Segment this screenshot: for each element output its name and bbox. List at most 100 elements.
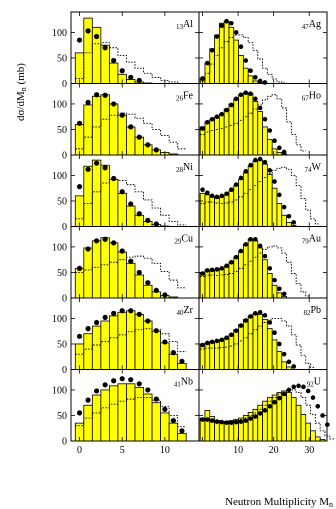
element-symbol: Nb bbox=[181, 377, 193, 388]
data-point bbox=[214, 419, 220, 424]
histogram-bar bbox=[126, 262, 136, 299]
data-point bbox=[248, 416, 253, 421]
element-label: 26Fe bbox=[176, 91, 194, 103]
element-label: 92U bbox=[307, 377, 322, 389]
histogram-bar bbox=[257, 111, 263, 156]
histogram-bar bbox=[238, 324, 244, 370]
histogram-bar bbox=[109, 315, 119, 370]
element-label: 41Nb bbox=[174, 377, 193, 389]
data-point bbox=[253, 96, 258, 102]
histogram-bar bbox=[276, 351, 283, 370]
data-point bbox=[102, 165, 108, 171]
histogram-bar bbox=[126, 205, 136, 227]
histogram-bar bbox=[276, 292, 283, 299]
element-label: 40Zr bbox=[177, 305, 194, 317]
histogram-bar bbox=[117, 311, 127, 370]
histogram-bar bbox=[252, 160, 259, 227]
data-point bbox=[128, 377, 134, 383]
histogram bbox=[199, 390, 326, 442]
data-point bbox=[248, 162, 253, 168]
data-point bbox=[119, 308, 125, 314]
data-point bbox=[229, 259, 234, 265]
data-point bbox=[145, 217, 151, 223]
panel-fe: 0 50 100 26Fe bbox=[52, 83, 200, 162]
panel-cu: 0 50 100 29Cu bbox=[52, 226, 200, 305]
histogram-bar bbox=[233, 329, 239, 370]
data-point bbox=[209, 418, 215, 423]
histogram-bar bbox=[117, 251, 127, 299]
mass-number: 74 bbox=[305, 166, 313, 174]
data-point bbox=[219, 193, 225, 199]
data-point bbox=[272, 138, 277, 143]
data-point bbox=[233, 30, 239, 35]
histogram-bar bbox=[271, 284, 278, 299]
histogram-bar bbox=[262, 126, 268, 156]
data-point bbox=[205, 60, 210, 66]
histogram-bar bbox=[83, 17, 93, 84]
histogram-bar bbox=[151, 402, 162, 442]
data-point bbox=[272, 277, 277, 283]
data-point bbox=[267, 403, 273, 409]
data-point bbox=[224, 263, 229, 269]
element-symbol: Zr bbox=[184, 305, 194, 316]
data-point bbox=[262, 116, 268, 122]
data-point bbox=[281, 351, 287, 357]
data-point bbox=[257, 105, 263, 111]
histogram-bar bbox=[204, 121, 211, 156]
data-point bbox=[233, 96, 239, 102]
dotted-curve bbox=[75, 112, 187, 150]
histogram-bar bbox=[100, 164, 110, 227]
data-point bbox=[277, 286, 282, 292]
histogram-bar bbox=[109, 242, 119, 299]
element-symbol: Fe bbox=[183, 91, 194, 102]
xlabel-sub: n bbox=[329, 500, 333, 509]
element-symbol: U bbox=[314, 377, 322, 388]
data-point bbox=[94, 33, 100, 40]
histogram-bar bbox=[100, 389, 110, 442]
data-points bbox=[200, 383, 330, 427]
ytick-label: 100 bbox=[52, 28, 67, 39]
ylabel-unit: (mb) bbox=[15, 63, 27, 87]
data-point bbox=[243, 418, 249, 423]
data-point bbox=[76, 410, 83, 416]
data-point bbox=[153, 147, 159, 153]
element-symbol: Cu bbox=[181, 234, 193, 245]
data-point bbox=[200, 417, 205, 422]
data-point bbox=[296, 383, 301, 389]
data-point bbox=[205, 120, 210, 125]
ytick-label: 0 bbox=[62, 151, 67, 162]
data-point bbox=[76, 333, 83, 339]
data-point bbox=[291, 220, 297, 225]
mass-number: 79 bbox=[302, 238, 310, 246]
ytick-label: 50 bbox=[57, 125, 67, 136]
mass-number: 67 bbox=[302, 95, 310, 103]
data-point bbox=[286, 387, 292, 393]
histogram-bar bbox=[91, 240, 102, 299]
panel-w: 74W bbox=[198, 154, 328, 227]
histogram-bar bbox=[126, 310, 136, 370]
data-point bbox=[111, 101, 117, 107]
histogram-bar bbox=[109, 62, 119, 84]
data-point bbox=[219, 23, 225, 29]
histogram-bar bbox=[214, 34, 220, 84]
histogram-bar bbox=[109, 103, 119, 156]
data-point bbox=[301, 384, 306, 390]
panel-al: 0 50 100 13Al bbox=[52, 11, 200, 90]
element-symbol: W bbox=[312, 162, 322, 173]
data-point bbox=[238, 323, 244, 328]
histogram-bar bbox=[242, 67, 249, 84]
mass-number: 47 bbox=[302, 23, 310, 31]
mass-number: 82 bbox=[303, 309, 311, 317]
histogram-bar bbox=[74, 52, 85, 84]
ytick-label: 50 bbox=[57, 53, 67, 64]
data-point bbox=[214, 267, 220, 272]
histogram-bar bbox=[214, 269, 220, 299]
data-point bbox=[243, 169, 249, 174]
element-label: 13Al bbox=[176, 19, 193, 31]
histogram-bar bbox=[271, 148, 278, 156]
element-label: 29Cu bbox=[174, 234, 193, 246]
data-point bbox=[320, 413, 325, 418]
data-point bbox=[128, 258, 134, 264]
element-label: 28Ni bbox=[176, 162, 193, 174]
